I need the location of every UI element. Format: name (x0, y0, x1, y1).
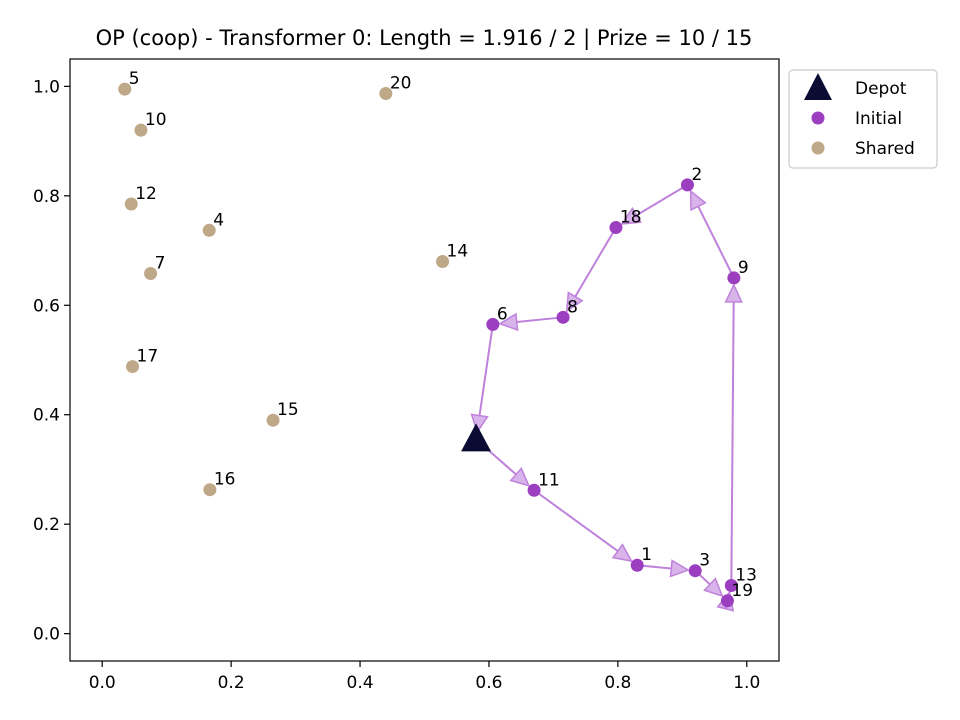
shared-point-label-20: 20 (390, 73, 412, 93)
initial-point-label-3: 3 (699, 551, 710, 571)
route-segment-9 (516, 316, 564, 324)
y-tick-label-1: 0.2 (33, 515, 60, 535)
shared-point-label-14: 14 (447, 241, 469, 261)
route-arrowhead-10 (470, 413, 489, 435)
y-tick-label-4: 0.8 (33, 187, 60, 207)
x-tick-label-5: 1.0 (733, 673, 760, 693)
route-arrowhead-2 (669, 559, 690, 578)
shared-point-label-12: 12 (135, 184, 157, 204)
depot-marker (461, 423, 492, 452)
legend-initial-icon (811, 111, 825, 125)
initial-point-label-13: 13 (735, 565, 757, 585)
shared-point-label-10: 10 (145, 110, 167, 130)
shared-point-17 (126, 360, 140, 374)
legend-label-depot: Depot (855, 79, 907, 99)
initial-point-13 (724, 578, 738, 592)
plot-area (69, 58, 780, 662)
initial-point-label-9: 9 (738, 258, 749, 278)
shared-point-14 (436, 254, 450, 268)
initial-point-label-18: 18 (620, 208, 642, 228)
initial-point-9 (727, 271, 741, 285)
x-tick-label-0: 0.0 (89, 673, 116, 693)
route-arrowhead-9 (498, 312, 519, 332)
legend-label-initial: Initial (855, 109, 902, 129)
shared-point-label-15: 15 (277, 400, 299, 420)
shared-point-label-7: 7 (155, 254, 166, 274)
axes-layer: 0.0 0.2 0.4 0.6 0.8 1.0 0.0 0.2 0.4 0.6 0.8 1.0 (33, 77, 760, 693)
shared-point-label-4: 4 (213, 210, 224, 230)
shared-point-7 (144, 267, 158, 281)
route-arrowhead-0 (509, 467, 531, 487)
shared-point-20 (379, 86, 393, 100)
x-tick-label-4: 0.8 (604, 673, 631, 693)
route-segment-5 (730, 301, 735, 586)
initial-point-2 (680, 178, 694, 192)
initial-point-label-2: 2 (691, 165, 702, 185)
route-arrowhead-8 (565, 291, 584, 313)
shared-point-16 (203, 483, 217, 497)
y-tick-label-3: 0.6 (33, 296, 60, 316)
route-arrowhead-7 (620, 206, 642, 225)
y-tick-label-2: 0.4 (33, 406, 60, 426)
route-segment-7 (636, 184, 688, 217)
initial-point-label-19: 19 (731, 581, 753, 601)
route-arrowhead-5 (724, 283, 743, 303)
y-tick-label-5: 1.0 (33, 77, 60, 97)
x-tick-label-3: 0.6 (475, 673, 502, 693)
initial-point-label-1: 1 (641, 545, 652, 565)
initial-point-label-11: 11 (538, 470, 560, 490)
chart-title: OP (coop) - Transformer 0: Length = 1.91… (96, 26, 753, 51)
shared-point-label-16: 16 (214, 470, 236, 490)
legend-shared-icon (811, 141, 825, 155)
initial-point-11 (527, 483, 541, 497)
initial-point-label-8: 8 (567, 297, 578, 317)
route-arrowhead-3 (703, 577, 724, 598)
legend: Depot Initial Shared (788, 69, 938, 169)
initial-point-6 (486, 317, 500, 331)
shared-point-4 (202, 223, 216, 237)
legend-label-shared: Shared (855, 139, 915, 159)
shared-point-label-5: 5 (129, 69, 140, 89)
initial-point-label-6: 6 (497, 304, 508, 324)
y-tick-label-0: 0.0 (33, 625, 60, 645)
shared-point-15 (266, 413, 280, 427)
route-segment-1 (533, 489, 619, 552)
initial-point-19 (720, 594, 734, 608)
route-segment-8 (574, 227, 617, 298)
x-tick-label-2: 0.4 (347, 673, 374, 693)
initial-point-1 (630, 558, 644, 572)
route-segment-10 (478, 324, 494, 416)
shared-point-10 (134, 123, 148, 137)
shared-point-12 (124, 197, 138, 211)
x-tick-label-1: 0.2 (218, 673, 245, 693)
route-arrowhead-1 (611, 543, 633, 563)
initial-point-8 (556, 310, 570, 324)
initial-point-3 (688, 564, 702, 578)
route-arrowhead-6 (689, 189, 707, 212)
shared-point-label-17: 17 (137, 347, 159, 367)
route-segment-6 (697, 205, 735, 279)
shared-point-5 (118, 82, 132, 96)
initial-point-18 (609, 221, 623, 235)
legend-depot-icon (804, 73, 832, 100)
